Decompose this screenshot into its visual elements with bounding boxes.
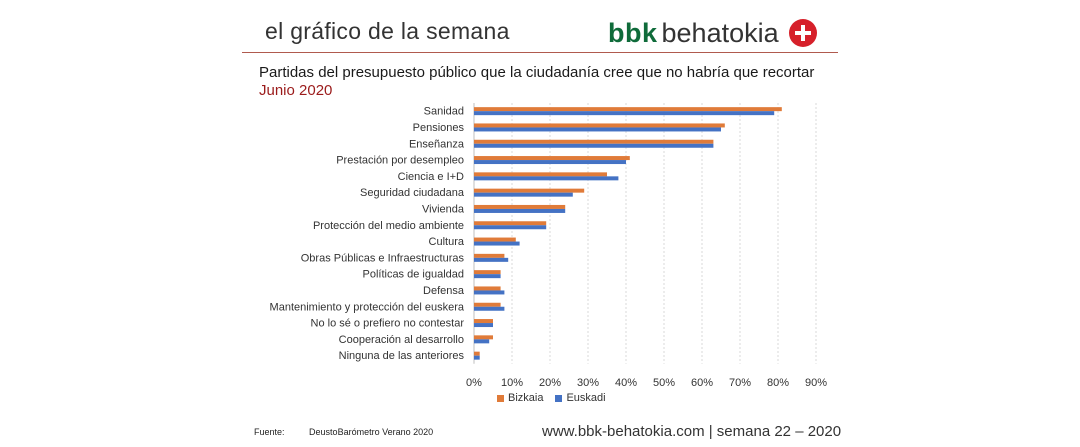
x-tick-label: 20% [539,377,561,389]
x-tick-label: 90% [805,377,827,389]
bar-euskadi [474,323,493,328]
bar-bizkaia [474,351,480,356]
footer-url-link[interactable]: www.bbk-behatokia.com | semana 22 – 2020 [542,423,842,440]
category-label: Políticas de igualdad [362,269,464,281]
legend-item-bizkaia: Bizkaia [497,392,543,404]
x-tick-label: 50% [653,377,675,389]
category-label: Seguridad ciudadana [360,187,465,199]
bar-bizkaia [474,302,501,307]
category-label: No lo sé o prefiero no contestar [311,318,465,330]
swiss-cross-icon [788,19,817,47]
legend-label-euskadi: Euskadi [566,392,606,404]
bar-euskadi [474,127,721,132]
category-label: Ninguna de las anteriores [339,350,465,362]
category-label: Cooperación al desarrollo [339,334,464,346]
legend-label-bizkaia: Bizkaia [508,392,544,404]
x-tick-label: 30% [577,377,599,389]
category-label: Ciencia e I+D [398,171,464,183]
category-label: Sanidad [424,106,464,118]
bar-euskadi [474,176,619,181]
x-tick-label: 0% [466,377,482,389]
bar-bizkaia [474,270,501,275]
bar-bizkaia [474,172,607,177]
category-label: Protección del medio ambiente [313,220,464,232]
x-tick-label: 80% [767,377,789,389]
source-label: Fuente: [254,427,285,437]
bar-bizkaia [474,286,501,291]
x-tick-label: 10% [501,377,523,389]
legend-swatch-bizkaia [497,394,504,402]
brand-bbk-text: bbk [608,17,658,48]
chart-title: Partidas del presupuesto público que la … [259,64,815,81]
header-title: el gráfico de la semana [265,18,510,44]
x-tick-label: 40% [615,377,637,389]
x-tick-label: 70% [729,377,751,389]
bar-bizkaia [474,204,566,209]
chart-subtitle: Junio 2020 [259,82,333,99]
bar-euskadi [474,241,520,246]
category-label: Obras Públicas e Infraestructuras [301,252,465,264]
bar-bizkaia [474,107,782,112]
brand-logo: bbk behatokia [608,16,817,50]
bar-bizkaia [474,221,547,226]
bar-euskadi [474,143,714,148]
header-divider [242,52,838,53]
source-note: Fuente: DeustoBarómetro Verano 2020 [254,427,433,437]
legend-swatch-euskadi [555,394,563,402]
category-label: Vivienda [422,203,465,215]
bar-bizkaia [474,123,725,128]
bar-bizkaia [474,253,505,258]
source-value: DeustoBarómetro Verano 2020 [309,427,434,437]
category-label: Pensiones [413,122,465,134]
bar-euskadi [474,111,775,116]
bar-bizkaia [474,139,714,144]
bar-bizkaia [474,188,585,193]
category-label: Defensa [423,285,465,297]
bar-euskadi [474,192,573,197]
chart-legend: Bizkaia Euskadi [497,392,618,404]
category-label: Prestación por desempleo [336,155,464,167]
bar-euskadi [474,339,490,344]
legend-item-euskadi: Euskadi [555,392,606,404]
x-tick-label: 60% [691,377,713,389]
bar-bizkaia [474,156,630,161]
bar-euskadi [474,225,547,230]
bar-euskadi [474,208,566,213]
category-label: Cultura [429,236,465,248]
bar-euskadi [474,160,626,165]
bar-euskadi [474,306,505,311]
bar-euskadi [474,355,480,360]
bar-euskadi [474,257,509,262]
bar-euskadi [474,274,501,279]
brand-behatokia-text: behatokia [661,17,779,48]
bar-bizkaia [474,335,493,340]
category-label: Enseñanza [409,138,465,150]
category-label: Mantenimiento y protección del euskera [270,301,465,313]
bar-bizkaia [474,237,516,242]
bar-euskadi [474,290,505,295]
bar-bizkaia [474,319,493,324]
